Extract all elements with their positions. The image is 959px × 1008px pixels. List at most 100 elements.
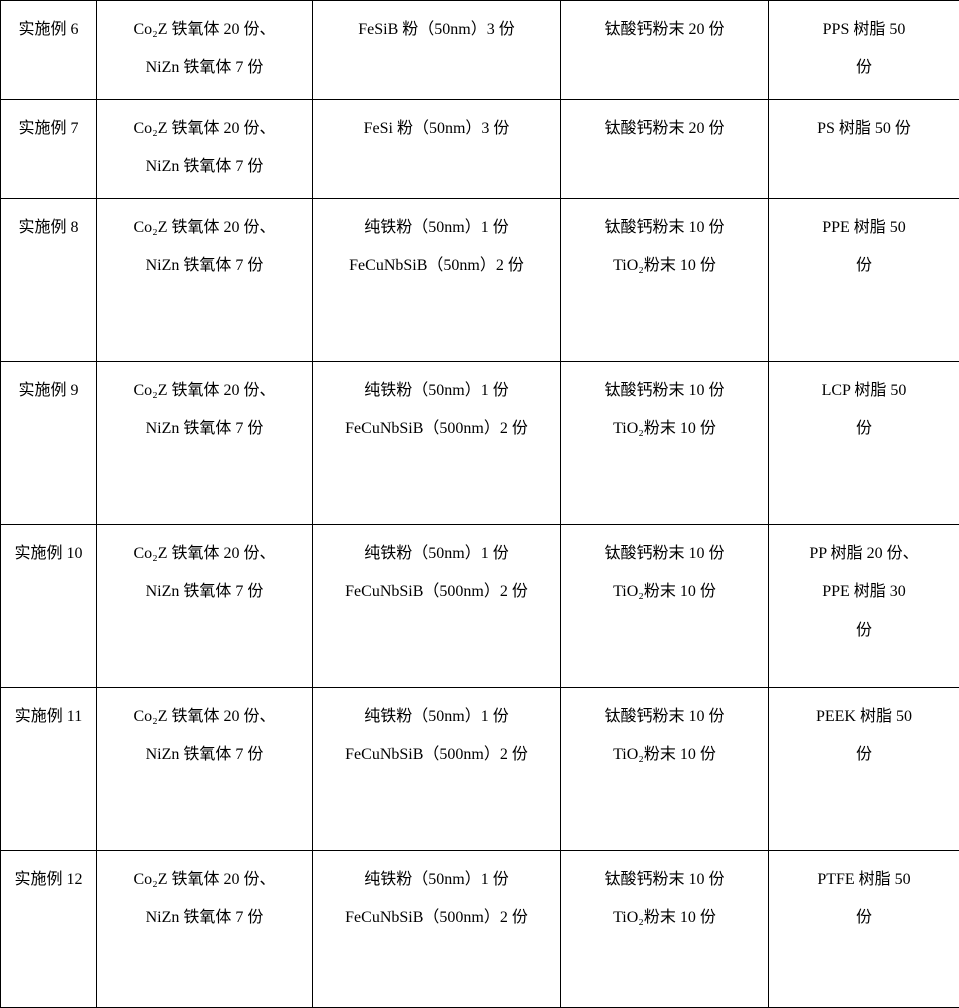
- ferrite-cell-content: Co₂Z 铁氧体 20 份、NiZn 铁氧体 7 份: [97, 199, 312, 361]
- example-label-content: 实施例 7: [1, 100, 96, 198]
- ceramic-cell-content: 钛酸钙粉末 10 份TiO₂粉末 10 份: [561, 525, 768, 687]
- cell-line: PEEK 树脂 50: [816, 698, 912, 736]
- cell-line: 份: [856, 736, 872, 774]
- ceramic-cell: 钛酸钙粉末 20 份: [561, 1, 769, 100]
- cell-line: Co₂Z 铁氧体 20 份、: [133, 698, 275, 736]
- table-row: 实施例 6Co₂Z 铁氧体 20 份、NiZn 铁氧体 7 份FeSiB 粉（5…: [1, 1, 959, 100]
- resin-cell-content: PPE 树脂 50份: [769, 199, 959, 361]
- example-label-content: 实施例 8: [1, 199, 96, 361]
- cell-line: 份: [856, 899, 872, 937]
- ferrite-cell: Co₂Z 铁氧体 20 份、NiZn 铁氧体 7 份: [97, 525, 313, 688]
- example-label: 实施例 11: [1, 688, 97, 851]
- cell-line: FeCuNbSiB（500nm）2 份: [345, 410, 528, 448]
- cell-line: Co₂Z 铁氧体 20 份、: [133, 535, 275, 573]
- cell-line: Co₂Z 铁氧体 20 份、: [133, 110, 275, 148]
- cell-line: Co₂Z 铁氧体 20 份、: [133, 861, 275, 899]
- resin-cell: PP 树脂 20 份、PPE 树脂 30份: [769, 525, 959, 688]
- cell-line: 纯铁粉（50nm）1 份: [364, 698, 508, 736]
- cell-line: NiZn 铁氧体 7 份: [146, 410, 264, 448]
- cell-line: Co₂Z 铁氧体 20 份、: [133, 209, 275, 247]
- ferrite-cell: Co₂Z 铁氧体 20 份、NiZn 铁氧体 7 份: [97, 362, 313, 525]
- ceramic-cell: 钛酸钙粉末 10 份TiO₂粉末 10 份: [561, 199, 769, 362]
- composition-table: 实施例 6Co₂Z 铁氧体 20 份、NiZn 铁氧体 7 份FeSiB 粉（5…: [0, 0, 959, 1008]
- metal-cell-content: 纯铁粉（50nm）1 份FeCuNbSiB（500nm）2 份: [313, 851, 560, 1007]
- cell-line: TiO₂粉末 10 份: [613, 573, 716, 611]
- cell-line: 钛酸钙粉末 10 份: [604, 535, 724, 573]
- ferrite-cell-content: Co₂Z 铁氧体 20 份、NiZn 铁氧体 7 份: [97, 688, 312, 850]
- metal-cell: 纯铁粉（50nm）1 份FeCuNbSiB（500nm）2 份: [313, 525, 561, 688]
- example-label-content: 实施例 6: [1, 1, 96, 99]
- cell-line: PTFE 树脂 50: [817, 861, 910, 899]
- ceramic-cell: 钛酸钙粉末 10 份TiO₂粉末 10 份: [561, 851, 769, 1008]
- ferrite-cell: Co₂Z 铁氧体 20 份、NiZn 铁氧体 7 份: [97, 688, 313, 851]
- ferrite-cell-content: Co₂Z 铁氧体 20 份、NiZn 铁氧体 7 份: [97, 1, 312, 99]
- cell-line: 钛酸钙粉末 10 份: [604, 209, 724, 247]
- cell-line: FeSiB 粉（50nm）3 份: [358, 11, 514, 49]
- metal-cell: FeSi 粉（50nm）3 份: [313, 100, 561, 199]
- metal-cell: FeSiB 粉（50nm）3 份: [313, 1, 561, 100]
- composition-table-wrapper: 实施例 6Co₂Z 铁氧体 20 份、NiZn 铁氧体 7 份FeSiB 粉（5…: [0, 0, 959, 1008]
- ferrite-cell-content: Co₂Z 铁氧体 20 份、NiZn 铁氧体 7 份: [97, 851, 312, 1007]
- cell-line: NiZn 铁氧体 7 份: [146, 573, 264, 611]
- ferrite-cell: Co₂Z 铁氧体 20 份、NiZn 铁氧体 7 份: [97, 1, 313, 100]
- cell-line: 实施例 7: [18, 110, 78, 148]
- metal-cell-content: 纯铁粉（50nm）1 份FeCuNbSiB（50nm）2 份: [313, 199, 560, 361]
- cell-line: 份: [856, 49, 872, 87]
- ceramic-cell: 钛酸钙粉末 10 份TiO₂粉末 10 份: [561, 362, 769, 525]
- resin-cell: PPE 树脂 50份: [769, 199, 959, 362]
- cell-line: 份: [856, 612, 872, 650]
- example-label: 实施例 12: [1, 851, 97, 1008]
- ferrite-cell-content: Co₂Z 铁氧体 20 份、NiZn 铁氧体 7 份: [97, 362, 312, 524]
- resin-cell: PS 树脂 50 份: [769, 100, 959, 199]
- cell-line: TiO₂粉末 10 份: [613, 736, 716, 774]
- cell-line: PPS 树脂 50: [823, 11, 906, 49]
- table-row: 实施例 10Co₂Z 铁氧体 20 份、NiZn 铁氧体 7 份纯铁粉（50nm…: [1, 525, 959, 688]
- cell-line: 实施例 9: [18, 372, 78, 410]
- metal-cell-content: 纯铁粉（50nm）1 份FeCuNbSiB（500nm）2 份: [313, 525, 560, 687]
- example-label: 实施例 7: [1, 100, 97, 199]
- cell-line: PPE 树脂 30: [822, 573, 906, 611]
- cell-line: 钛酸钙粉末 10 份: [604, 698, 724, 736]
- ceramic-cell-content: 钛酸钙粉末 10 份TiO₂粉末 10 份: [561, 688, 768, 850]
- resin-cell: LCP 树脂 50份: [769, 362, 959, 525]
- cell-line: PPE 树脂 50: [822, 209, 906, 247]
- cell-line: NiZn 铁氧体 7 份: [146, 49, 264, 87]
- cell-line: Co₂Z 铁氧体 20 份、: [133, 11, 275, 49]
- cell-line: 纯铁粉（50nm）1 份: [364, 372, 508, 410]
- cell-line: Co₂Z 铁氧体 20 份、: [133, 372, 275, 410]
- example-label-content: 实施例 10: [1, 525, 96, 687]
- ferrite-cell: Co₂Z 铁氧体 20 份、NiZn 铁氧体 7 份: [97, 851, 313, 1008]
- ferrite-cell: Co₂Z 铁氧体 20 份、NiZn 铁氧体 7 份: [97, 100, 313, 199]
- cell-line: 钛酸钙粉末 10 份: [604, 861, 724, 899]
- resin-cell-content: PP 树脂 20 份、PPE 树脂 30份: [769, 525, 959, 687]
- cell-line: 份: [856, 247, 872, 285]
- cell-line: FeCuNbSiB（50nm）2 份: [349, 247, 524, 285]
- ceramic-cell: 钛酸钙粉末 10 份TiO₂粉末 10 份: [561, 688, 769, 851]
- cell-line: 实施例 12: [14, 861, 82, 899]
- table-row: 实施例 12Co₂Z 铁氧体 20 份、NiZn 铁氧体 7 份纯铁粉（50nm…: [1, 851, 959, 1008]
- ceramic-cell-content: 钛酸钙粉末 10 份TiO₂粉末 10 份: [561, 362, 768, 524]
- cell-line: NiZn 铁氧体 7 份: [146, 247, 264, 285]
- metal-cell: 纯铁粉（50nm）1 份FeCuNbSiB（50nm）2 份: [313, 199, 561, 362]
- ceramic-cell-content: 钛酸钙粉末 10 份TiO₂粉末 10 份: [561, 851, 768, 1007]
- example-label: 实施例 8: [1, 199, 97, 362]
- resin-cell-content: PTFE 树脂 50份: [769, 851, 959, 1007]
- cell-line: LCP 树脂 50: [822, 372, 907, 410]
- ceramic-cell-content: 钛酸钙粉末 20 份: [561, 100, 768, 198]
- metal-cell: 纯铁粉（50nm）1 份FeCuNbSiB（500nm）2 份: [313, 851, 561, 1008]
- cell-line: FeCuNbSiB（500nm）2 份: [345, 736, 528, 774]
- resin-cell: PTFE 树脂 50份: [769, 851, 959, 1008]
- cell-line: NiZn 铁氧体 7 份: [146, 736, 264, 774]
- example-label-content: 实施例 11: [1, 688, 96, 850]
- ceramic-cell-content: 钛酸钙粉末 10 份TiO₂粉末 10 份: [561, 199, 768, 361]
- cell-line: 实施例 10: [14, 535, 82, 573]
- metal-cell-content: 纯铁粉（50nm）1 份FeCuNbSiB（500nm）2 份: [313, 362, 560, 524]
- table-row: 实施例 11Co₂Z 铁氧体 20 份、NiZn 铁氧体 7 份纯铁粉（50nm…: [1, 688, 959, 851]
- resin-cell-content: LCP 树脂 50份: [769, 362, 959, 524]
- table-row: 实施例 9Co₂Z 铁氧体 20 份、NiZn 铁氧体 7 份纯铁粉（50nm）…: [1, 362, 959, 525]
- metal-cell-content: FeSiB 粉（50nm）3 份: [313, 1, 560, 99]
- cell-line: 纯铁粉（50nm）1 份: [364, 861, 508, 899]
- cell-line: TiO₂粉末 10 份: [613, 247, 716, 285]
- ferrite-cell-content: Co₂Z 铁氧体 20 份、NiZn 铁氧体 7 份: [97, 100, 312, 198]
- cell-line: 钛酸钙粉末 20 份: [604, 110, 724, 148]
